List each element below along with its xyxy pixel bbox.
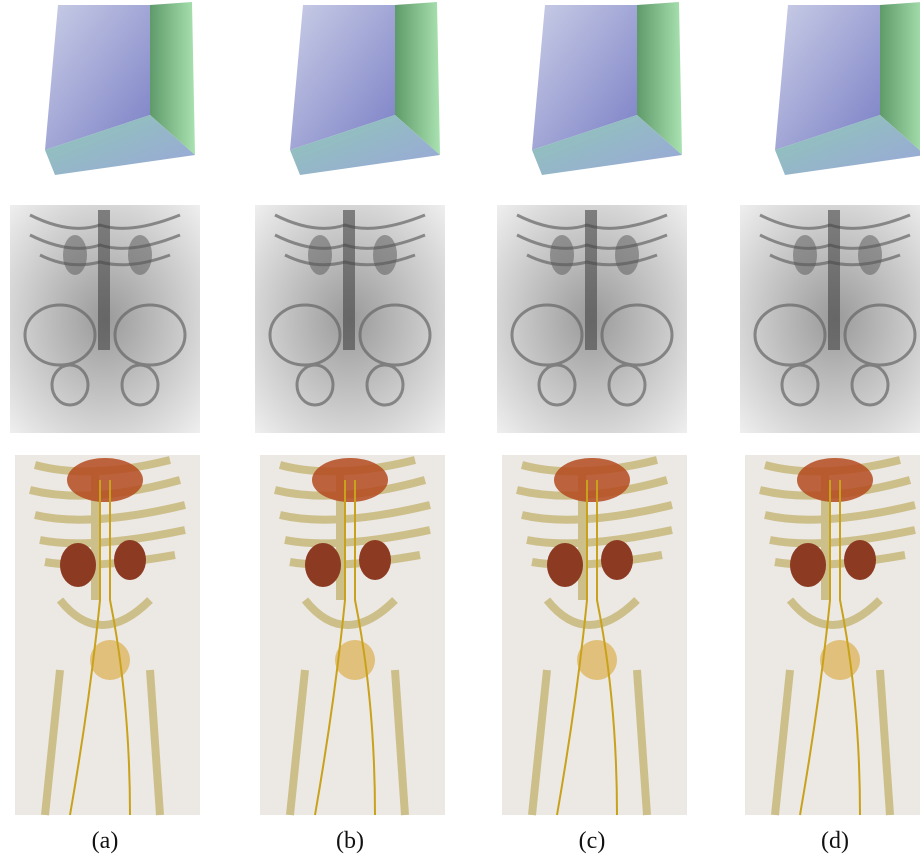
panel-image bbox=[255, 2, 445, 815]
figure: (a) (b) (c) (d) bbox=[0, 0, 920, 861]
panel-image bbox=[740, 2, 920, 815]
panel-label: (c) bbox=[579, 828, 606, 854]
panel-image bbox=[497, 2, 687, 815]
panel-label: (a) bbox=[92, 828, 119, 854]
panel-label: (b) bbox=[336, 828, 364, 854]
panel-label: (d) bbox=[821, 828, 849, 854]
panel-image bbox=[10, 2, 200, 815]
